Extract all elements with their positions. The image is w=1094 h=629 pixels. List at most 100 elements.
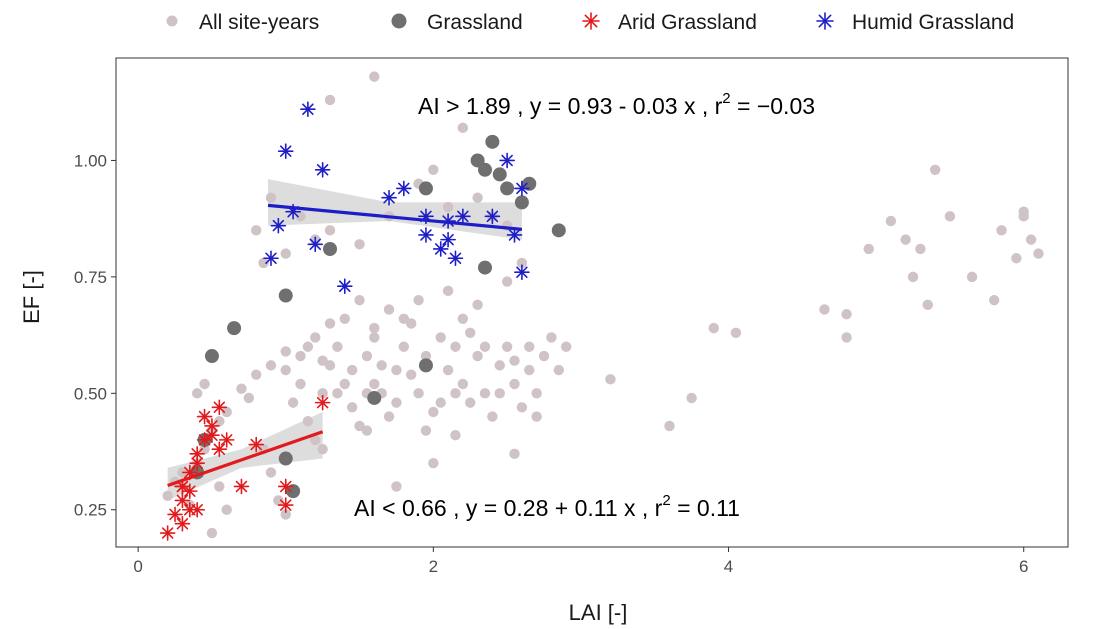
point-arid-grassland	[189, 501, 205, 518]
point-all-site-years	[383, 304, 395, 315]
point-humid-grassland	[381, 189, 397, 206]
annotation-arid-prefix: AI < 0.66 , y = 0.28 + 0.11 x , r	[354, 495, 663, 521]
point-all-site-years	[346, 364, 358, 376]
point-all-site-years	[354, 420, 365, 432]
point-all-site-years	[317, 355, 328, 366]
point-all-site-years	[560, 341, 572, 352]
point-all-site-years	[996, 225, 1007, 236]
point-all-site-years	[457, 378, 469, 390]
point-humid-grassland	[336, 278, 353, 295]
point-all-site-years	[317, 444, 328, 455]
legend-marker-humid-grassland	[816, 12, 834, 30]
point-all-site-years	[457, 313, 469, 324]
point-humid-grassland	[418, 227, 434, 243]
point-all-site-years	[472, 350, 483, 362]
point-grassland	[323, 241, 338, 256]
point-all-site-years	[302, 416, 314, 427]
point-all-site-years	[457, 122, 469, 134]
points-arid-grassland	[159, 394, 331, 541]
legend-marker-grassland	[391, 13, 407, 29]
point-all-site-years	[546, 332, 557, 343]
point-grassland	[367, 390, 382, 405]
point-all-site-years	[841, 332, 852, 343]
point-humid-grassland	[514, 264, 530, 281]
x-tick-label: 2	[429, 557, 438, 576]
confidence-ribbons	[167, 179, 522, 501]
point-all-site-years	[398, 341, 410, 352]
point-all-site-years	[361, 350, 373, 362]
point-all-site-years	[966, 271, 978, 283]
point-all-site-years	[900, 234, 911, 245]
point-all-site-years	[531, 388, 542, 399]
point-all-site-years	[1033, 248, 1044, 259]
legend-marker-arid-grassland	[582, 12, 600, 30]
point-grassland	[485, 134, 500, 149]
point-humid-grassland	[300, 101, 316, 118]
point-grassland	[278, 451, 293, 466]
point-all-site-years	[398, 313, 410, 324]
point-all-site-years	[258, 257, 269, 269]
point-all-site-years	[265, 467, 277, 478]
point-all-site-years	[538, 350, 550, 362]
point-all-site-years	[391, 397, 402, 408]
point-all-site-years	[524, 341, 535, 352]
point-all-site-years	[841, 308, 852, 320]
point-all-site-years	[324, 318, 336, 329]
point-all-site-years	[531, 411, 542, 422]
point-all-site-years	[324, 225, 336, 236]
point-all-site-years	[346, 402, 358, 413]
y-axis: 0.25 0.50 0.75 1.00	[74, 151, 116, 520]
point-all-site-years	[162, 490, 173, 501]
point-all-site-years	[944, 211, 956, 222]
point-arid-grassland	[167, 506, 183, 523]
point-all-site-years	[509, 378, 520, 390]
fit-line-humid	[267, 203, 523, 231]
point-all-site-years	[295, 378, 306, 390]
point-all-site-years	[324, 360, 336, 371]
plot-panel	[115, 57, 1069, 548]
point-all-site-years	[376, 360, 387, 371]
point-all-site-years	[369, 322, 380, 334]
legend-asterisk-arid	[582, 12, 600, 30]
point-all-site-years	[435, 332, 446, 343]
point-all-site-years	[501, 341, 513, 352]
point-all-site-years	[214, 416, 225, 427]
point-all-site-years	[501, 276, 513, 287]
point-all-site-years	[369, 378, 380, 390]
point-all-site-years	[413, 388, 424, 399]
point-all-site-years	[472, 192, 483, 203]
point-all-site-years	[191, 388, 203, 399]
point-arid-grassland	[314, 394, 331, 411]
point-all-site-years	[199, 378, 210, 390]
point-all-site-years	[442, 285, 454, 297]
point-arid-grassland	[211, 399, 228, 416]
point-all-site-years	[479, 388, 491, 399]
point-all-site-years	[199, 444, 210, 455]
annotation-humid-suffix: = −0.03	[731, 93, 815, 119]
y-axis-title: EF [-]	[19, 270, 44, 324]
point-grassland	[477, 260, 492, 275]
point-all-site-years	[295, 211, 306, 222]
points-grassland	[190, 134, 566, 499]
point-all-site-years	[472, 299, 483, 311]
point-all-site-years	[494, 388, 505, 399]
y-tick-label: 0.75	[74, 268, 107, 287]
point-all-site-years	[428, 406, 439, 418]
point-grassland	[418, 181, 433, 196]
point-all-site-years	[206, 527, 218, 539]
point-all-site-years	[369, 332, 380, 343]
legend-label-arid-grassland: Arid Grassland	[618, 11, 757, 34]
point-all-site-years	[310, 434, 321, 446]
point-all-site-years	[428, 457, 439, 469]
point-humid-grassland	[277, 143, 294, 159]
point-all-site-years	[391, 364, 402, 376]
annotation-humid-fit: AI > 1.89 , y = 0.93 - 0.03 x , r2 = −0.…	[418, 90, 815, 119]
point-arid-grassland	[204, 418, 220, 434]
points-all-site-years	[162, 71, 1044, 539]
legend-label-grassland: Grassland	[427, 11, 523, 34]
point-all-site-years	[339, 378, 350, 390]
point-grassland	[227, 321, 242, 336]
point-all-site-years	[251, 225, 262, 236]
point-all-site-years	[929, 164, 941, 175]
